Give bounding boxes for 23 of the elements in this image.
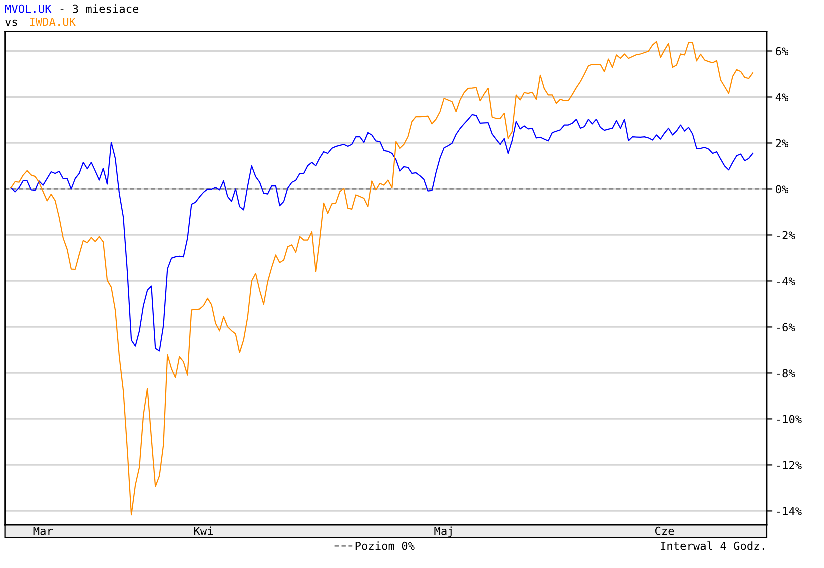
legend-label: Poziom 0% bbox=[356, 542, 415, 550]
y-tick-label: -2% bbox=[777, 231, 796, 240]
line-series bbox=[10, 41, 754, 516]
y-tick-label: -4% bbox=[777, 277, 796, 286]
y-tick-label: -8% bbox=[777, 369, 796, 378]
y-tick-label: 0% bbox=[776, 185, 789, 194]
chart-title: - 3 miesiace bbox=[60, 4, 139, 14]
text: MVOL.UK bbox=[5, 4, 52, 14]
text: Interwal 4 Godz. bbox=[661, 542, 764, 550]
y-tick-label: -14% bbox=[777, 507, 802, 516]
x-tick-label: Kwi bbox=[194, 526, 214, 536]
y-tick-label: 6% bbox=[776, 47, 789, 56]
chart-subtitle: vs bbox=[6, 20, 18, 26]
y-tick-label: 2% bbox=[776, 139, 789, 148]
y-tick-label: -12% bbox=[777, 461, 802, 470]
x-tick-label: Maj bbox=[434, 526, 452, 538]
x-tick-label: Cze bbox=[655, 526, 674, 536]
y-tick-label: 4% bbox=[776, 93, 789, 102]
text: IWDA.UK bbox=[30, 18, 76, 26]
line-series bbox=[10, 114, 754, 352]
y-tick-label: -10% bbox=[777, 415, 802, 424]
y-tick-label: -6% bbox=[777, 323, 796, 332]
x-tick-label: Mar bbox=[34, 527, 53, 536]
